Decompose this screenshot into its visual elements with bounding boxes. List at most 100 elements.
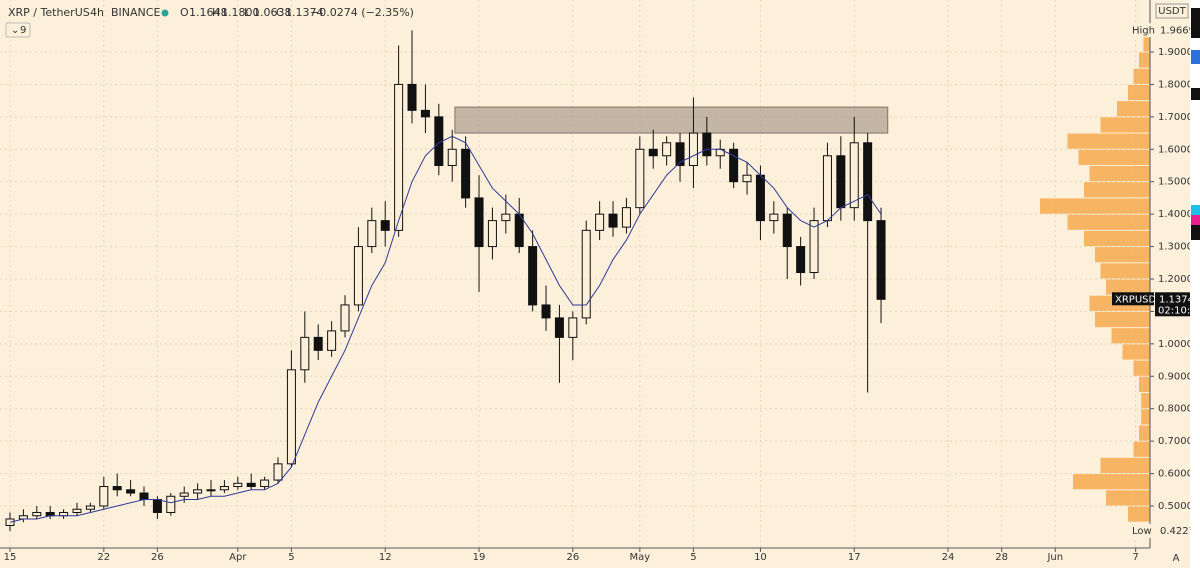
volume-bar	[1089, 165, 1150, 182]
volume-bar	[1117, 101, 1150, 117]
candle-body	[702, 132, 712, 157]
x-tick-label: 17	[848, 552, 861, 563]
candle-body	[822, 155, 832, 222]
x-tick-label: 19	[473, 552, 486, 563]
ohlc-key: O	[180, 6, 189, 19]
marker-label: High	[1132, 25, 1155, 36]
price-box	[1155, 292, 1190, 317]
y-tick-label: 1.2000	[1158, 274, 1193, 285]
x-tick-label: 10	[754, 552, 767, 563]
candle-body	[367, 220, 377, 248]
candle-body	[782, 213, 792, 248]
candle-body	[474, 197, 484, 248]
toolbar	[1190, 0, 1200, 568]
volume-bar	[1084, 182, 1150, 198]
toolbar-icon[interactable]	[1191, 50, 1200, 64]
y-tick-label: 0.9000	[1158, 371, 1193, 382]
toolbar-icon[interactable]	[1191, 225, 1200, 240]
high-marker-box	[1128, 23, 1190, 38]
volume-bar	[1133, 68, 1150, 84]
candle-body	[863, 142, 873, 222]
candle-body	[675, 142, 685, 166]
candle-body	[581, 229, 591, 319]
currency: USDT	[1158, 6, 1186, 17]
candle-body	[313, 336, 323, 351]
y-tick-label: 1.4000	[1158, 209, 1193, 220]
x-tick-label: 5	[690, 552, 696, 563]
indicator: ⌄	[11, 25, 19, 36]
ohlc-key: L	[244, 6, 251, 19]
volume-bar	[1100, 117, 1150, 133]
candle-body	[394, 83, 404, 231]
grid	[0, 0, 1150, 548]
candle-body	[327, 330, 337, 351]
x-tick-label: Apr	[229, 552, 247, 563]
status-dot	[161, 9, 169, 17]
currency-box[interactable]	[1155, 3, 1189, 19]
toolbar-icon[interactable]	[1191, 8, 1200, 38]
low-marker-box	[1128, 524, 1190, 539]
candle-body	[300, 336, 310, 371]
marker-value: 0.4227	[1160, 526, 1195, 537]
volume-bar	[1128, 506, 1150, 522]
candle-body	[179, 492, 189, 497]
candle-body	[755, 174, 765, 222]
ohlc-value: 1.0638	[253, 6, 292, 19]
candle-body	[528, 246, 538, 306]
volume-bar	[1078, 149, 1150, 165]
candle-body	[635, 148, 645, 209]
candle-body	[487, 220, 497, 248]
volume-bar	[1100, 263, 1150, 279]
candle-body	[72, 508, 82, 513]
x-tick-label: 26	[566, 552, 579, 563]
candle-body	[112, 486, 122, 491]
candle-body	[688, 132, 698, 166]
candle-body	[166, 495, 176, 513]
ohlc-value: 1.1800	[221, 6, 260, 19]
candle-body	[568, 317, 578, 338]
candle-body	[447, 148, 457, 166]
y-tick-label: 1.8000	[1158, 79, 1193, 90]
toolbar-icon[interactable]	[1191, 88, 1200, 100]
interval: 4h	[90, 6, 104, 19]
toolbar-icon[interactable]	[1191, 215, 1200, 225]
volume-bar	[1106, 490, 1150, 506]
candle-body	[608, 213, 618, 228]
x-tick-label: 26	[151, 552, 164, 563]
candle-body	[420, 109, 430, 118]
candle-body	[796, 246, 806, 274]
moving-average	[9, 135, 882, 523]
volume-bar	[1095, 247, 1150, 263]
volume-bar	[1133, 360, 1150, 376]
candle-body	[729, 148, 739, 183]
toolbar-icon[interactable]	[1191, 205, 1200, 215]
candle-body	[85, 505, 95, 510]
auto-scale[interactable]: A	[1173, 553, 1180, 564]
change: −0.0274 (−2.35%)	[310, 6, 414, 19]
candle-body	[595, 213, 605, 231]
indicator-length: 9	[20, 25, 26, 36]
candle-body	[648, 148, 658, 157]
symbol-label: XRPUSDT	[1115, 294, 1163, 305]
volume-bar	[1100, 457, 1150, 474]
volume-bar	[1040, 198, 1150, 214]
candle-body	[769, 213, 779, 222]
y-tick-label: 0.5000	[1158, 501, 1193, 512]
candle-body	[809, 220, 819, 274]
x-tick-label: 24	[942, 552, 955, 563]
volume-bar	[1141, 392, 1150, 409]
candle-body	[380, 220, 390, 231]
volume-bar	[1067, 133, 1150, 149]
candle-body	[233, 482, 243, 488]
plot	[5, 30, 889, 532]
volume-bar	[1143, 36, 1150, 52]
candle-body	[849, 142, 859, 209]
marker-value: 1.9669	[1160, 25, 1195, 36]
indicator-toggle[interactable]	[5, 22, 31, 38]
candle-body	[193, 489, 203, 494]
candle-body	[139, 492, 149, 501]
volume-bar	[1139, 376, 1150, 392]
x-tick-label: 5	[288, 552, 294, 563]
candle-body	[32, 511, 42, 517]
